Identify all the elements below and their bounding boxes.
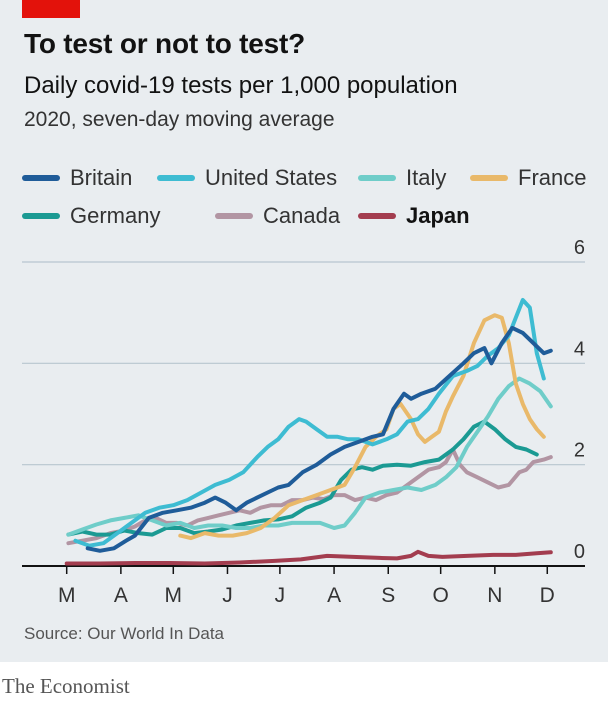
y-tick-label-2: 2 — [574, 440, 585, 462]
series-line-france — [178, 313, 546, 541]
x-tick-label-6: S — [381, 584, 395, 607]
y-tick-label-0: 0 — [574, 541, 585, 563]
y-tick-labels: 0 2 4 6 — [574, 237, 585, 563]
y-tick-label-6: 6 — [574, 237, 585, 259]
x-tick-label-4: J — [275, 584, 286, 607]
x-tick-label-2: M — [165, 584, 183, 607]
grid-lines — [22, 261, 585, 567]
economist-red-tag — [22, 0, 80, 18]
series-line-united-states — [73, 298, 546, 548]
x-tick-label-5: A — [327, 584, 341, 607]
x-tick-label-3: J — [222, 584, 233, 607]
x-tick-label-1: A — [114, 584, 128, 607]
chart-note: 2020, seven-day moving average — [24, 108, 335, 131]
y-tick-label-4: 4 — [574, 338, 585, 360]
x-tick-label-9: D — [540, 584, 555, 607]
x-tick-label-7: O — [433, 584, 449, 607]
series-line-italy — [66, 376, 553, 537]
line-chart: 0 2 4 6 M A M J J A S O N D — [22, 237, 585, 607]
series-line-germany — [66, 419, 539, 537]
source-note: Source: Our World In Data — [24, 624, 224, 643]
series-lines — [64, 298, 553, 566]
x-tick-label-0: M — [58, 584, 76, 607]
chart-title: To test or not to test? — [24, 28, 306, 59]
brand-logo: The Economist — [2, 674, 130, 698]
x-tick-label-8: N — [487, 584, 502, 607]
series-line-japan — [64, 549, 553, 566]
chart-subtitle: Daily covid-19 tests per 1,000 populatio… — [24, 72, 458, 99]
series-line-britain — [85, 325, 553, 553]
